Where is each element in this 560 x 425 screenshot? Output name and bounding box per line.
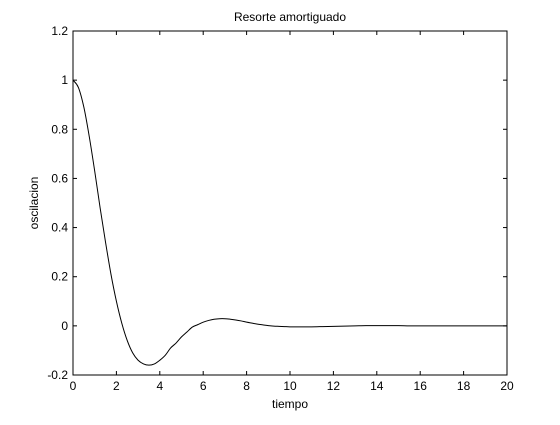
- x-tick-label: 14: [370, 379, 384, 393]
- x-tick-label: 18: [457, 379, 471, 393]
- y-tick-label: 0.2: [51, 270, 68, 284]
- x-tick-label: 6: [200, 379, 207, 393]
- y-axis-label: oscilacion: [27, 177, 41, 230]
- y-tick-label: 0.4: [51, 221, 68, 235]
- y-tick-label: 0.6: [51, 171, 68, 185]
- y-tick-label: -0.2: [47, 368, 68, 382]
- x-tick-label: 12: [327, 379, 341, 393]
- y-tick-label: 0: [61, 319, 68, 333]
- x-tick-label: 4: [156, 379, 163, 393]
- x-tick-label: 20: [500, 379, 514, 393]
- y-tick-label: 0.8: [51, 122, 68, 136]
- x-axis-label: tiempo: [272, 397, 308, 411]
- x-tick-label: 16: [414, 379, 428, 393]
- series-line: [72, 79, 507, 366]
- x-tick-label: 0: [70, 379, 77, 393]
- x-tick-label: 2: [113, 379, 120, 393]
- x-tick-label: 8: [243, 379, 250, 393]
- y-tick-label: 1.2: [51, 24, 68, 38]
- y-axis: -0.2 0 0.2 0.4 0.6 0.8 1 1.2: [47, 24, 507, 382]
- y-tick-label: 1: [61, 73, 68, 87]
- x-axis: 0 2 4 6 8 10 12 14 16 18 20: [70, 31, 514, 393]
- x-tick-label: 10: [283, 379, 297, 393]
- chart-title: Resorte amortiguado: [234, 10, 346, 24]
- plot-area: [72, 30, 508, 376]
